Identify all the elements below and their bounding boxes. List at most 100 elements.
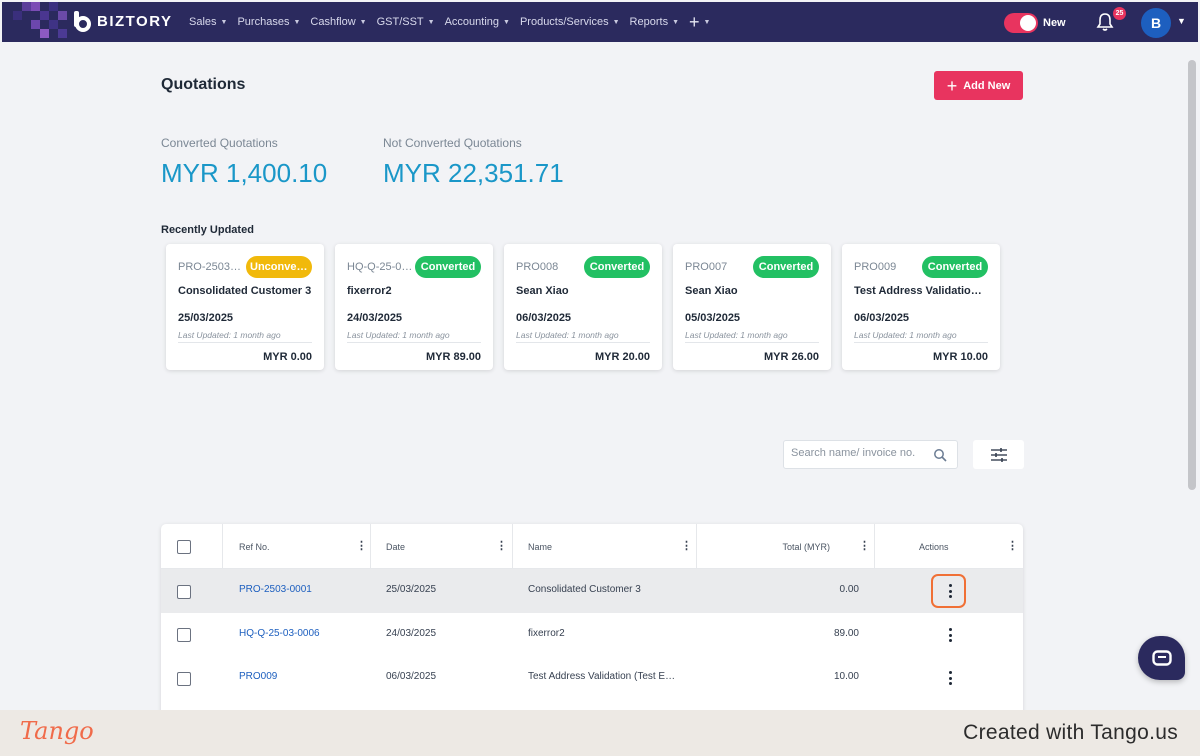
table-row[interactable]: PRO009 06/03/2025 Test Address Validatio… (161, 657, 1023, 701)
row-date: 24/03/2025 (386, 628, 437, 639)
row-ref-link[interactable]: HQ-Q-25-03-0006 (239, 628, 320, 639)
chevron-down-icon: ▼ (672, 18, 680, 26)
menu-products-services-label: Products/Services (519, 16, 609, 28)
header-total[interactable]: Total (MYR) ⋮ (697, 524, 875, 569)
quotations-table: Ref No. ⋮ Date ⋮ Name ⋮ Total (MYR) ⋮ Ac… (161, 524, 1023, 724)
add-new-label: Add New (963, 79, 1011, 92)
notification-badge: 25 (1113, 7, 1126, 20)
row-name: fixerror2 (528, 628, 565, 639)
chevron-down-icon: ▼ (293, 18, 301, 26)
menu-gst-sst[interactable]: GST/SST ▼ (377, 16, 435, 28)
menu-sales-label: Sales (189, 16, 217, 28)
recent-card[interactable]: HQ-Q-25-03-0006 Converted fixerror2 24/0… (335, 244, 493, 370)
card-customer-name: Test Address Validation (Test Entity) (854, 285, 988, 297)
card-customer-name: fixerror2 (347, 285, 392, 297)
menu-accounting-label: Accounting (444, 16, 500, 28)
header-ref-label: Ref No. (239, 542, 270, 552)
avatar[interactable]: B (1141, 8, 1171, 38)
menu-accounting[interactable]: Accounting ▼ (445, 16, 510, 28)
header-date[interactable]: Date ⋮ (371, 524, 513, 569)
menu-gst-sst-label: GST/SST (376, 16, 424, 28)
recent-card[interactable]: PRO009 Converted Test Address Validation… (842, 244, 1000, 370)
header-actions-label: Actions (919, 542, 949, 552)
brand-logo[interactable]: BIZTORY (72, 10, 173, 32)
row-actions-menu-icon[interactable] (946, 583, 954, 599)
row-date: 06/03/2025 (386, 671, 437, 682)
search-input[interactable] (791, 447, 931, 459)
status-badge: Converted (753, 256, 819, 278)
recent-card[interactable]: PRO-2503-0001 Unconverted Consolidated C… (166, 244, 324, 370)
column-menu-icon[interactable]: ⋮ (1007, 540, 1018, 552)
search-box (783, 440, 958, 469)
status-badge: Converted (584, 256, 650, 278)
column-menu-icon[interactable]: ⋮ (356, 540, 367, 552)
new-ui-toggle[interactable]: New (1004, 13, 1066, 33)
table-row[interactable]: PRO-2503-0001 25/03/2025 Consolidated Cu… (161, 569, 1023, 613)
card-last-updated: Last Updated: 1 month ago (516, 330, 650, 343)
chevron-down-icon: ▼ (359, 18, 367, 26)
converted-label: Converted Quotations (161, 136, 278, 150)
card-date: 25/03/2025 (178, 312, 234, 324)
header-name[interactable]: Name ⋮ (513, 524, 697, 569)
card-date: 06/03/2025 (854, 312, 910, 324)
card-last-updated: Last Updated: 1 month ago (178, 330, 312, 343)
brand-name: BIZTORY (97, 12, 173, 30)
card-last-updated: Last Updated: 1 month ago (685, 330, 819, 343)
card-ref: HQ-Q-25-03-0006 (347, 261, 413, 273)
card-amount: MYR 0.00 (263, 351, 312, 363)
recent-cards: PRO-2503-0001 Unconverted Consolidated C… (166, 244, 1000, 370)
card-customer-name: Sean Xiao (516, 285, 569, 297)
column-menu-icon[interactable]: ⋮ (859, 540, 870, 552)
row-name: Consolidated Customer 3 (528, 584, 641, 595)
row-actions-menu-icon[interactable] (946, 670, 954, 686)
row-checkbox[interactable] (177, 628, 191, 642)
filter-settings-button[interactable] (973, 440, 1024, 469)
menu-products-services[interactable]: Products/Services ▼ (520, 16, 620, 28)
row-actions-menu-icon[interactable] (946, 627, 954, 643)
menu-sales[interactable]: Sales ▼ (189, 16, 227, 28)
menu-purchases[interactable]: Purchases ▼ (237, 16, 300, 28)
chevron-down-icon: ▼ (612, 18, 620, 26)
card-last-updated: Last Updated: 1 month ago (347, 330, 481, 343)
add-new-button[interactable]: + Add New (934, 71, 1023, 100)
menu-reports[interactable]: Reports ▼ (630, 16, 679, 28)
toggle-switch[interactable] (1004, 13, 1038, 33)
card-date: 24/03/2025 (347, 312, 403, 324)
recent-card[interactable]: PRO007 Converted Sean Xiao 05/03/2025 La… (673, 244, 831, 370)
card-ref: PRO009 (854, 261, 897, 273)
header-ref[interactable]: Ref No. ⋮ (223, 524, 371, 569)
scrollbar-thumb[interactable] (1188, 60, 1196, 490)
recent-card[interactable]: PRO008 Converted Sean Xiao 06/03/2025 La… (504, 244, 662, 370)
row-total: 10.00 (833, 671, 859, 682)
chat-button[interactable] (1138, 636, 1185, 680)
status-badge: Converted (922, 256, 988, 278)
chevron-down-icon[interactable]: ▼ (1177, 16, 1186, 26)
table-row[interactable]: HQ-Q-25-03-0006 24/03/2025 fixerror2 89.… (161, 613, 1023, 657)
row-checkbox[interactable] (177, 585, 191, 599)
chat-icon (1151, 650, 1172, 666)
menu-quick-add[interactable]: + ▼ (689, 12, 710, 33)
card-last-updated: Last Updated: 1 month ago (854, 330, 988, 343)
chevron-down-icon: ▼ (703, 18, 711, 26)
row-ref-link[interactable]: PRO009 (239, 671, 278, 682)
row-total: 0.00 (839, 584, 859, 595)
header-name-label: Name (528, 542, 553, 552)
bell-icon[interactable] (1096, 12, 1114, 32)
row-date: 25/03/2025 (386, 584, 437, 595)
column-menu-icon[interactable]: ⋮ (496, 540, 507, 552)
chevron-down-icon: ▼ (220, 18, 228, 26)
card-amount: MYR 10.00 (932, 351, 988, 363)
menu-reports-label: Reports (629, 16, 669, 28)
toggle-label: New (1043, 17, 1066, 29)
select-all-checkbox[interactable] (177, 540, 191, 554)
tango-credit: Created with Tango.us (963, 721, 1178, 744)
recently-updated-heading: Recently Updated (161, 224, 254, 236)
row-ref-link[interactable]: PRO-2503-0001 (239, 584, 312, 595)
search-icon[interactable] (933, 448, 947, 462)
menu-cashflow[interactable]: Cashflow ▼ (310, 16, 366, 28)
column-menu-icon[interactable]: ⋮ (681, 540, 692, 552)
plus-icon: + (689, 11, 700, 32)
header-actions[interactable]: Actions ⋮ (875, 524, 1023, 569)
row-checkbox[interactable] (177, 672, 191, 686)
not-converted-value: MYR 22,351.71 (383, 158, 564, 188)
